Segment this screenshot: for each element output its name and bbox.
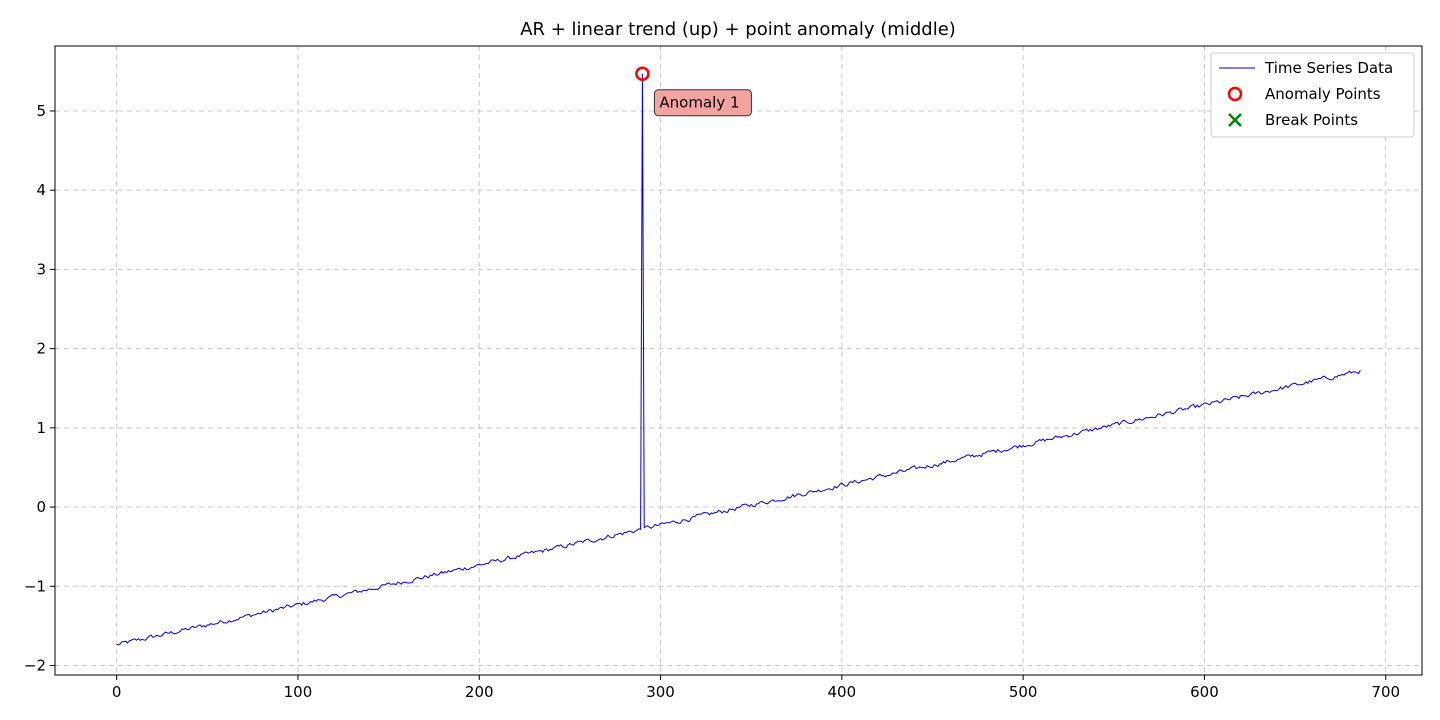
legend-entry-label: Anomaly Points	[1265, 85, 1381, 103]
y-tick-label: 2	[36, 340, 46, 358]
chart-title: AR + linear trend (up) + point anomaly (…	[520, 19, 956, 40]
y-tick-label: −1	[24, 577, 46, 595]
legend: Time Series Data Anomaly Points Break Poin…	[1210, 52, 1415, 138]
x-tick-label: 0	[112, 683, 122, 701]
y-tick-label: 3	[36, 260, 46, 278]
y-tick-label: −2	[24, 656, 46, 674]
x-tick-label: 500	[1009, 683, 1038, 701]
time-series-line	[116, 73, 1361, 646]
legend-box	[1210, 52, 1415, 138]
anomaly-annotation-box	[653, 89, 752, 117]
x-tick-label: 600	[1190, 683, 1219, 701]
y-tick-label: 0	[36, 498, 46, 516]
legend-entry-label: Break Points	[1265, 111, 1358, 129]
x-tick-label: 700	[1371, 683, 1400, 701]
axis-ticks: 0 100 200 300 400 500 600 700 −2 −1 0 1 2 3 4 5	[24, 102, 1400, 701]
legend-x-swatch	[1228, 113, 1242, 127]
anomaly-points: Anomaly 1	[635, 66, 752, 117]
y-tick-label: 5	[36, 102, 46, 120]
x-tick-label: 200	[465, 683, 494, 701]
plot-frame	[54, 45, 1423, 676]
legend-entry-label: Time Series Data	[1264, 59, 1393, 77]
anomaly-point-marker	[635, 66, 650, 81]
series-time-series-data	[116, 73, 1361, 646]
anomaly-annotation-label: Anomaly 1	[659, 94, 739, 112]
legend-circle-swatch	[1227, 86, 1243, 102]
y-tick-label: 4	[36, 181, 46, 199]
x-tick-label: 100	[284, 683, 313, 701]
grid	[55, 46, 1422, 675]
x-tick-label: 300	[646, 683, 675, 701]
y-tick-label: 1	[36, 419, 46, 437]
x-tick-label: 400	[828, 683, 857, 701]
